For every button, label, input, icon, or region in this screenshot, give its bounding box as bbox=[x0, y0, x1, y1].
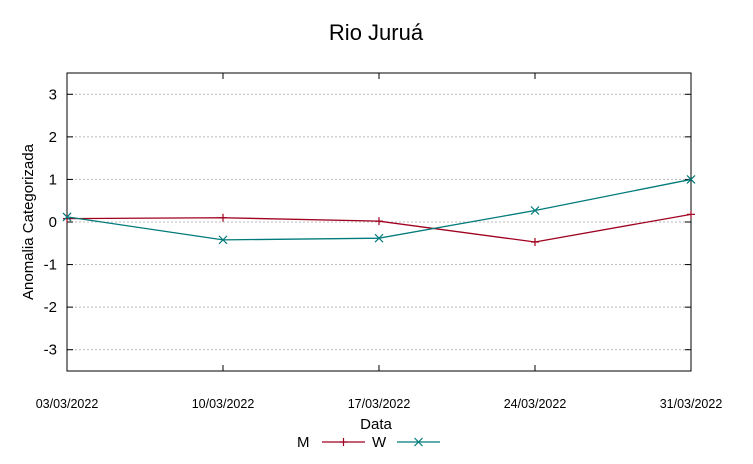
data-point-m bbox=[687, 210, 695, 219]
x-tick-label: 31/03/2022 bbox=[660, 397, 723, 411]
legend-label-m: M bbox=[297, 434, 310, 451]
legend-label-w: W bbox=[372, 434, 387, 451]
x-axis-label: Data bbox=[360, 416, 392, 433]
chart-title: Rio Juruá bbox=[329, 20, 424, 45]
legend-marker-m bbox=[339, 438, 348, 446]
x-tick-label: 10/03/2022 bbox=[192, 397, 255, 411]
y-tick-label: -3 bbox=[44, 342, 57, 359]
data-point-m bbox=[531, 238, 539, 247]
y-tick-label: -1 bbox=[44, 257, 57, 274]
data-point-w bbox=[374, 233, 384, 243]
x-tick-label: 24/03/2022 bbox=[504, 397, 567, 411]
data-point-m bbox=[375, 217, 383, 226]
data-point-w bbox=[530, 206, 540, 215]
x-tick-label: 03/03/2022 bbox=[36, 397, 99, 411]
data-point-m bbox=[63, 214, 71, 223]
y-axis-label: Anomalia Categorizada bbox=[20, 143, 37, 300]
data-point-w bbox=[686, 175, 696, 184]
y-axis-ticks: 3 2 1 0 -1 -2 -3 bbox=[44, 86, 691, 359]
y-tick-label: 2 bbox=[49, 129, 57, 146]
data-point-m bbox=[219, 213, 227, 222]
legend-marker-w bbox=[414, 437, 423, 447]
y-tick-label: 0 bbox=[49, 214, 57, 231]
series-layer bbox=[62, 175, 696, 247]
data-point-w bbox=[62, 212, 72, 222]
y-tick-label: -2 bbox=[44, 299, 57, 316]
y-tick-label: 3 bbox=[49, 86, 57, 103]
data-point-w bbox=[218, 235, 228, 245]
grid-layer bbox=[67, 93, 691, 351]
x-axis-ticks: 03/03/2022 10/03/2022 17/03/2022 24/03/2022… bbox=[36, 73, 723, 411]
x-tick-label: 17/03/2022 bbox=[348, 397, 411, 411]
y-tick-label: 1 bbox=[49, 171, 57, 188]
